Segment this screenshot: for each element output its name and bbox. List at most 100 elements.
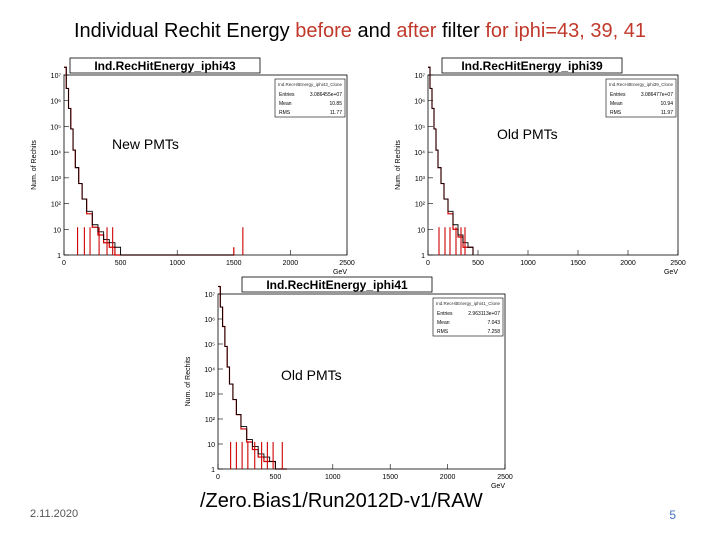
page-number: 5 xyxy=(669,508,676,522)
stats-value: 7.258 xyxy=(487,329,500,335)
x-axis-label: GeV xyxy=(664,269,678,276)
x-tick-label: 2500 xyxy=(497,474,513,481)
stats-value: 10.85 xyxy=(329,101,342,107)
y-tick-label: 1 xyxy=(57,253,61,260)
stats-label: RMS xyxy=(279,110,291,116)
stats-label: Entries xyxy=(279,92,295,98)
stats-header: Ind.RecHitEnergy_iphi43_Clone xyxy=(278,82,343,87)
series-before-filter xyxy=(64,66,234,256)
x-tick-label: 500 xyxy=(270,474,282,481)
y-axis-label: Num. of Rechits xyxy=(185,356,192,406)
title-before: before xyxy=(295,20,352,42)
y-axis-label: Num. of Rechits xyxy=(395,140,402,190)
y-tick-label: 10³ xyxy=(205,392,216,399)
title-part: filter xyxy=(436,20,486,42)
y-tick-label: 10³ xyxy=(415,176,426,183)
x-tick-label: 2000 xyxy=(283,260,299,267)
title-after: after xyxy=(396,20,437,42)
x-tick-label: 2500 xyxy=(670,260,686,267)
y-tick-label: 10⁴ xyxy=(50,150,61,157)
y-tick-label: 10⁵ xyxy=(414,124,425,131)
y-tick-label: 1 xyxy=(421,253,425,260)
stats-box xyxy=(432,297,504,337)
x-tick-label: 0 xyxy=(216,474,220,481)
chart-panel-iphi43: Ind.RecHitEnergy_iphi43 Ind.RecHitEnergy_… xyxy=(22,55,355,276)
chart-title-box xyxy=(241,276,433,293)
chart-iphi43: Ind.RecHitEnergy_iphi43 Ind.RecHitEnergy_… xyxy=(31,57,355,276)
stats-header: Ind.RecHitEnergy_iphi39_Clone xyxy=(609,82,674,87)
label-old-pmts-iphi41: Old PMTs xyxy=(281,367,342,383)
label-old-pmts-iphi39: Old PMTs xyxy=(497,126,558,142)
y-tick-label: 10⁶ xyxy=(414,99,425,106)
y-tick-label: 10² xyxy=(205,417,216,424)
x-tick-label: 1000 xyxy=(520,260,536,267)
stats-label: Mean xyxy=(437,320,450,326)
y-tick-label: 10⁷ xyxy=(205,292,216,299)
stats-value: 11.77 xyxy=(330,110,342,116)
y-tick-label: 10⁵ xyxy=(204,342,215,349)
stats-value: 10.94 xyxy=(660,101,673,107)
slide-title: Individual Rechit Energy before and afte… xyxy=(0,20,720,43)
stats-label: Mean xyxy=(279,101,292,107)
stats-value: 3.086455e+07 xyxy=(310,92,342,98)
series-before-filter xyxy=(218,286,287,470)
x-axis-label: GeV xyxy=(333,269,347,276)
y-tick-label: 10⁴ xyxy=(204,367,215,374)
chart-title-box xyxy=(441,57,623,74)
stats-value: 7.043 xyxy=(487,320,500,326)
dataset-path: /Zero.Bias1/Run2012D-v1/RAW xyxy=(200,490,483,512)
x-tick-label: 1500 xyxy=(570,260,586,267)
x-tick-label: 2500 xyxy=(339,260,355,267)
y-tick-label: 10⁴ xyxy=(414,150,425,157)
y-tick-label: 10⁶ xyxy=(50,99,61,106)
stats-label: Entries xyxy=(610,92,626,98)
y-tick-label: 10³ xyxy=(51,176,62,183)
stats-header: Ind.RecHitEnergy_iphi41_Clone xyxy=(436,301,501,306)
stats-value: 2.963113e+07 xyxy=(468,311,500,317)
x-tick-label: 1500 xyxy=(382,474,398,481)
stats-box xyxy=(605,78,677,118)
stats-label: Entries xyxy=(437,311,453,317)
y-tick-label: 1 xyxy=(211,467,215,474)
series-before-filter xyxy=(428,66,474,255)
chart-iphi41: Ind.RecHitEnergy_iphi41 Ind.RecHitEnergy_… xyxy=(185,276,513,490)
slide-date: 2.11.2020 xyxy=(30,508,79,520)
chart-title-box xyxy=(69,57,261,74)
label-new-pmts: New PMTs xyxy=(112,136,179,152)
stats-value: 11.97 xyxy=(661,110,673,116)
stats-label: RMS xyxy=(610,110,622,116)
y-axis-label: Num. of Rechits xyxy=(31,140,38,190)
y-tick-label: 10⁷ xyxy=(51,73,62,80)
chart-panel-iphi39: Ind.RecHitEnergy_iphi39 Ind.RecHitEnergy_… xyxy=(390,55,690,276)
title-part: and xyxy=(351,20,397,42)
y-tick-label: 10² xyxy=(51,202,62,209)
stats-value: 3.086477e+07 xyxy=(641,92,673,98)
chart-title: Ind.RecHitEnergy_iphi39 xyxy=(461,59,603,73)
x-tick-label: 0 xyxy=(426,260,430,267)
x-tick-label: 1000 xyxy=(325,474,341,481)
y-tick-label: 10 xyxy=(53,227,61,234)
x-tick-label: 1500 xyxy=(226,260,242,267)
title-iphi: for iphi=43, 39, 41 xyxy=(485,20,647,42)
chart-title: Ind.RecHitEnergy_iphi41 xyxy=(266,278,408,292)
x-tick-label: 1000 xyxy=(169,260,185,267)
y-tick-label: 10⁷ xyxy=(415,73,426,80)
stats-label: RMS xyxy=(437,329,449,335)
y-tick-label: 10⁵ xyxy=(50,124,61,131)
title-part: Individual Rechit Energy xyxy=(73,20,296,42)
x-axis-label: GeV xyxy=(491,483,505,490)
x-tick-label: 0 xyxy=(62,260,66,267)
y-tick-label: 10 xyxy=(417,227,425,234)
y-tick-label: 10² xyxy=(415,202,426,209)
y-tick-label: 10 xyxy=(207,442,215,449)
y-tick-label: 10⁶ xyxy=(204,317,215,324)
stats-label: Mean xyxy=(610,101,623,107)
chart-iphi39: Ind.RecHitEnergy_iphi39 Ind.RecHitEnergy_… xyxy=(395,57,686,276)
chart-title: Ind.RecHitEnergy_iphi43 xyxy=(94,59,236,73)
stats-box xyxy=(274,78,346,118)
x-tick-label: 500 xyxy=(115,260,127,267)
x-tick-label: 2000 xyxy=(440,474,456,481)
x-tick-label: 2000 xyxy=(620,260,636,267)
x-tick-label: 500 xyxy=(472,260,484,267)
chart-panel-iphi41: Ind.RecHitEnergy_iphi41 Ind.RecHitEnergy_… xyxy=(180,274,520,490)
